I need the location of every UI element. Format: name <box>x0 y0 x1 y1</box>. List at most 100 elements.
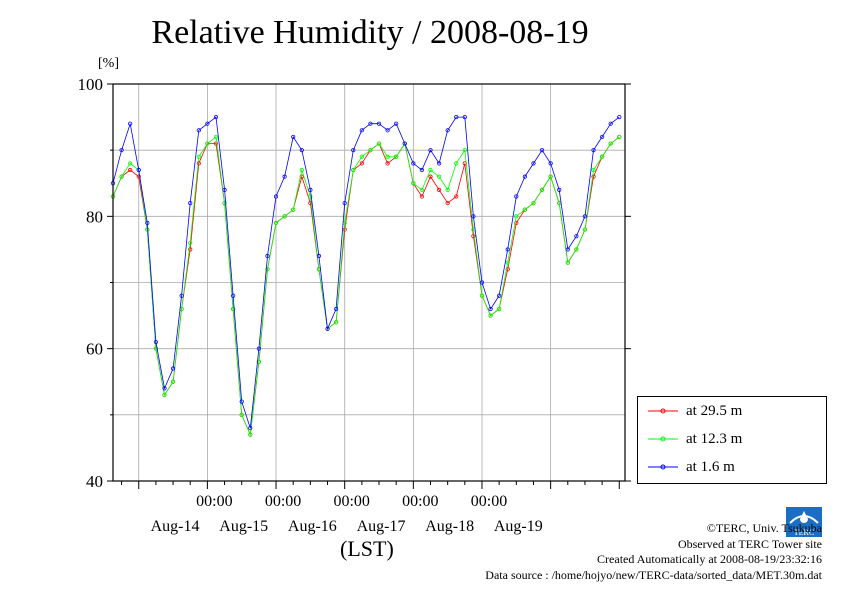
data-point <box>162 392 167 398</box>
data-point <box>196 154 201 159</box>
data-point <box>591 148 596 153</box>
legend-item-2: at 1.6 m <box>646 457 735 477</box>
data-point <box>402 141 407 146</box>
data-point <box>617 134 622 140</box>
data-point <box>600 154 605 159</box>
data-point <box>548 174 553 179</box>
data-point <box>617 114 622 120</box>
data-point <box>213 114 219 120</box>
y-axis-label: [%] <box>98 56 119 71</box>
data-point <box>411 181 416 186</box>
data-point <box>462 148 467 153</box>
data-point <box>299 167 304 173</box>
data-point <box>196 161 201 166</box>
data-point <box>428 167 433 173</box>
data-point <box>582 227 588 232</box>
data-point <box>162 386 167 391</box>
data-point <box>239 412 244 417</box>
legend-label: at 1.6 m <box>686 458 735 475</box>
data-point <box>471 214 476 219</box>
data-point <box>385 154 390 159</box>
data-point <box>342 227 347 232</box>
data-point <box>188 201 193 206</box>
x-axis-label: (LST) <box>340 536 394 561</box>
data-point <box>428 174 433 179</box>
data-point <box>231 306 236 312</box>
x-tick-label: 00:00 <box>333 493 369 510</box>
data-point <box>591 167 596 173</box>
y-tick-label: 40 <box>86 472 103 491</box>
data-point <box>445 201 450 206</box>
data-point <box>539 148 545 153</box>
y-tick-label: 80 <box>86 207 103 226</box>
data-point <box>128 121 133 126</box>
data-point <box>471 234 476 239</box>
data-point <box>153 346 159 351</box>
data-point <box>394 121 399 126</box>
data-point <box>119 148 124 153</box>
data-point <box>325 326 330 331</box>
data-point <box>454 161 459 166</box>
x-tick-label: 00:00 <box>402 493 438 510</box>
data-point <box>153 339 159 345</box>
legend: at 29.5 m at 12.3 m at 1.6 m <box>637 396 827 484</box>
x-tick-label: 00:00 <box>471 493 507 510</box>
data-point <box>376 121 382 126</box>
data-point <box>565 260 570 265</box>
data-point <box>334 320 339 325</box>
data-point <box>428 148 433 153</box>
data-point <box>128 167 133 173</box>
data-point <box>291 134 296 140</box>
data-point <box>196 128 201 133</box>
legend-swatch-1 <box>648 436 678 442</box>
x-date-label: Aug-16 <box>288 518 337 535</box>
data-point <box>342 201 347 206</box>
data-point <box>291 207 296 212</box>
data-point <box>505 247 510 252</box>
data-point <box>136 167 141 173</box>
data-point <box>334 306 339 312</box>
data-point <box>411 161 416 166</box>
data-point <box>222 201 227 206</box>
x-date-label: Aug-17 <box>357 518 406 535</box>
y-tick-label: 60 <box>86 340 103 359</box>
data-point <box>128 161 133 166</box>
data-point <box>170 366 176 371</box>
data-point <box>419 194 425 199</box>
axis-ticks: 40 60 80 100 00:00 00:00 00:00 00:00 00:00 Aug-14… <box>78 75 631 535</box>
y-tick-label: 100 <box>78 75 104 94</box>
data-point <box>454 114 459 120</box>
x-date-label: Aug-15 <box>219 518 268 535</box>
x-tick-label: 00:00 <box>265 493 301 510</box>
legend-label: at 12.3 m <box>686 430 743 447</box>
data-point <box>265 267 270 272</box>
data-point <box>522 207 527 212</box>
data-point <box>557 187 562 192</box>
x-date-label: Aug-14 <box>151 518 200 535</box>
series-2 <box>110 114 622 431</box>
data-point <box>119 174 124 179</box>
data-point <box>231 293 236 298</box>
data-point <box>608 141 613 146</box>
data-point <box>205 121 210 126</box>
data-point <box>488 306 493 312</box>
series-line <box>112 136 620 437</box>
data-point <box>248 432 253 437</box>
data-point <box>385 161 390 166</box>
legend-swatch-0 <box>648 408 678 414</box>
data-point <box>213 141 219 146</box>
data-point <box>359 128 364 133</box>
data-point <box>359 161 364 166</box>
data-point <box>479 280 485 285</box>
x-date-label: Aug-18 <box>425 518 474 535</box>
data-point <box>436 174 442 179</box>
data-point <box>222 187 227 192</box>
x-tick-label: 00:00 <box>196 493 232 510</box>
legend-item-0: at 29.5 m <box>646 401 742 421</box>
data-point <box>419 187 425 192</box>
data-point <box>282 214 287 219</box>
series-line <box>112 116 620 429</box>
data-point <box>462 114 467 120</box>
